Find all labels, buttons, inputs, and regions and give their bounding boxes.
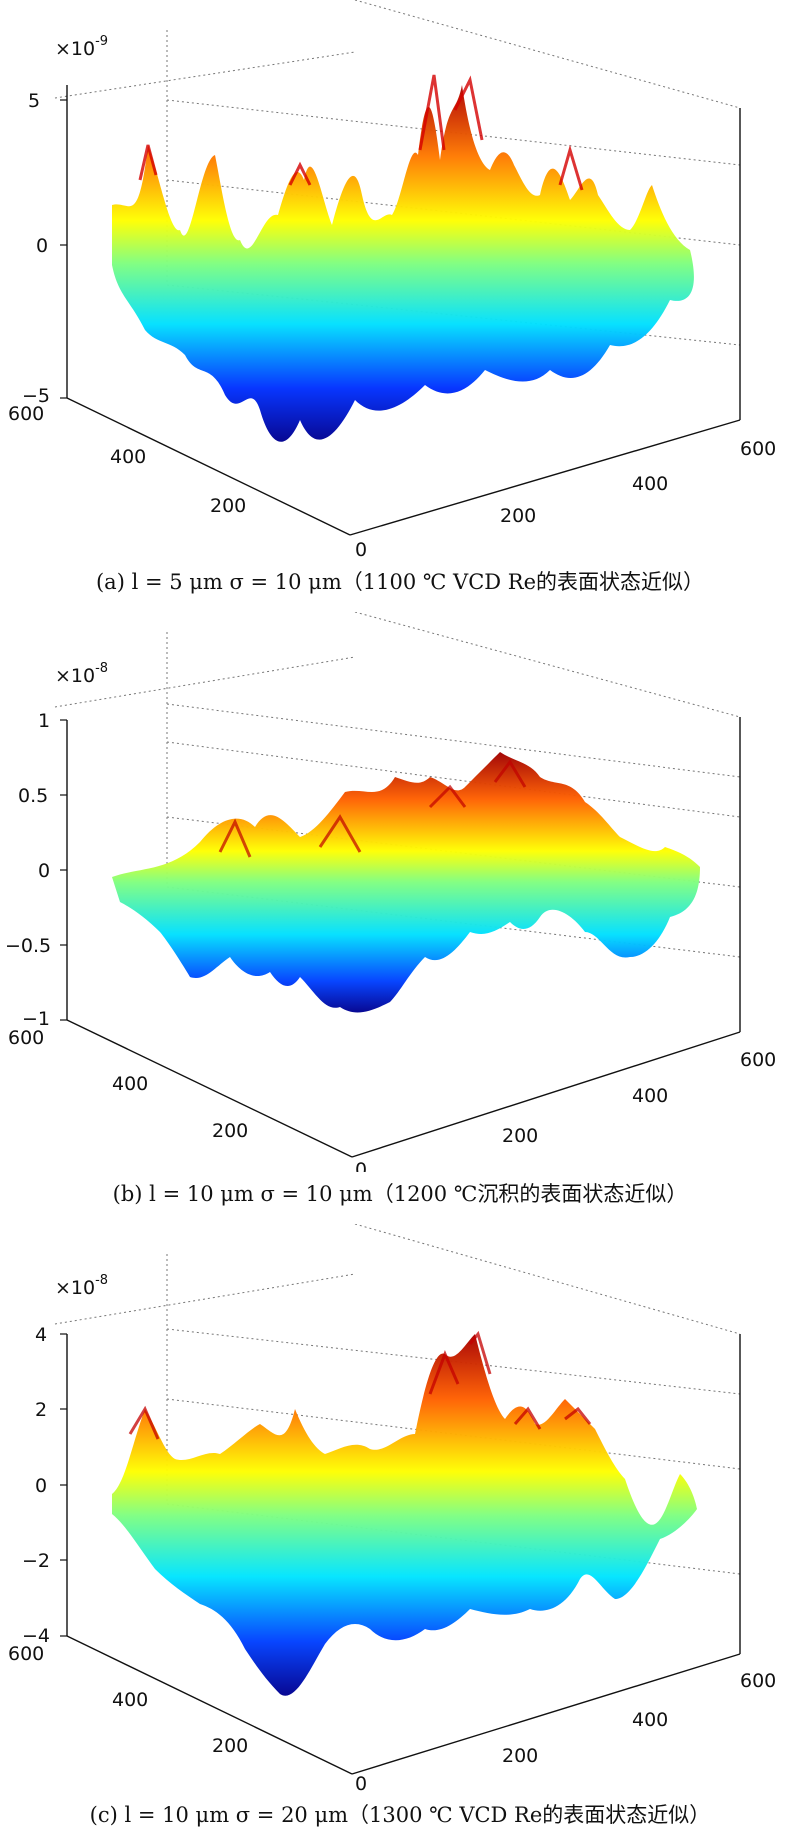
z-ticks-b [60, 719, 67, 1021]
y-tick-b-0: 600 [8, 1027, 44, 1049]
surface-plot-b-svg: ×10-8 1 0.5 0 −0.5 −1 600 400 200 0 200 … [5, 612, 776, 1172]
surface-b [112, 752, 700, 1013]
x-tick-a-2: 200 [500, 505, 536, 527]
caption-a: (a) l = 5 μm σ = 10 μm（1100 ℃ VCD Re的表面状… [95, 570, 705, 594]
z-tick-c-2: 0 [35, 1475, 47, 1497]
y-tick-b-2: 200 [212, 1120, 248, 1142]
x-tick-b-2: 200 [502, 1125, 538, 1147]
z-tick-c-1: 2 [35, 1399, 47, 1421]
y-tick-a-0: 600 [8, 403, 44, 425]
z-tick-b-3: −0.5 [5, 935, 51, 957]
z-tick-a-0: 5 [28, 90, 40, 112]
surface-plot-a-svg: ×10-9 5 0 −5 600 400 200 0 200 400 600 [8, 0, 776, 560]
z-tick-b-2: 0 [38, 860, 50, 882]
surface-a [112, 85, 694, 442]
z-tick-c-4: −4 [22, 1625, 50, 1647]
z-exponent-b: ×10-8 [55, 661, 108, 687]
axes-frame-a [66, 85, 741, 536]
z-tick-b-4: −1 [22, 1008, 50, 1030]
caption-c: (c) l = 10 μm σ = 20 μm（1300 ℃ VCD Re的表面… [89, 1803, 711, 1827]
z-tick-c-0: 4 [35, 1324, 47, 1346]
x-tick-c-0: 600 [740, 1670, 776, 1692]
x-tick-c-1: 400 [632, 1709, 668, 1731]
x-tick-b-0: 600 [740, 1049, 776, 1071]
axes-frame-b [66, 717, 741, 1158]
y-tick-c-2: 200 [212, 1735, 248, 1757]
y-tick-a-1: 400 [110, 446, 146, 468]
z-ticks-c [60, 1333, 67, 1637]
surface-plot-b: ×10-8 1 0.5 0 −0.5 −1 600 400 200 0 200 … [0, 612, 800, 1224]
y-tick-c-0: 600 [8, 1643, 44, 1665]
z-tick-b-0: 1 [38, 710, 50, 732]
surface-c [112, 1334, 697, 1696]
y-tick-b-1: 400 [112, 1073, 148, 1095]
x-tick-c-2: 200 [502, 1745, 538, 1767]
y-tick-a-2: 200 [210, 495, 246, 517]
z-tick-a-2: −5 [22, 385, 50, 407]
origin-c: 0 [355, 1773, 367, 1794]
x-tick-b-1: 400 [632, 1085, 668, 1107]
origin-a: 0 [355, 539, 367, 560]
surface-plot-c: ×10-8 4 2 0 −2 −4 600 400 200 0 200 400 … [0, 1224, 800, 1838]
z-ticks-a [60, 99, 67, 399]
x-tick-a-1: 400 [632, 473, 668, 495]
surface-plot-c-svg: ×10-8 4 2 0 −2 −4 600 400 200 0 200 400 … [8, 1224, 776, 1794]
x-tick-a-0: 600 [740, 438, 776, 460]
z-exponent-c: ×10-8 [55, 1273, 108, 1299]
z-tick-c-3: −2 [22, 1550, 50, 1572]
surface-c-ridge [128, 1330, 592, 1440]
y-tick-c-1: 400 [112, 1689, 148, 1711]
surface-a-ridge [138, 74, 584, 191]
z-exponent-a: ×10-9 [55, 34, 108, 60]
z-tick-b-1: 0.5 [18, 785, 48, 807]
z-tick-a-1: 0 [36, 235, 48, 257]
origin-b: 0 [355, 1159, 367, 1172]
surface-b-ridge [218, 759, 527, 858]
caption-b: (b) l = 10 μm σ = 10 μm（1200 ℃沉积的表面状态近似） [112, 1182, 688, 1206]
surface-plot-a: ×10-9 5 0 −5 600 400 200 0 200 400 600 (… [0, 0, 800, 612]
